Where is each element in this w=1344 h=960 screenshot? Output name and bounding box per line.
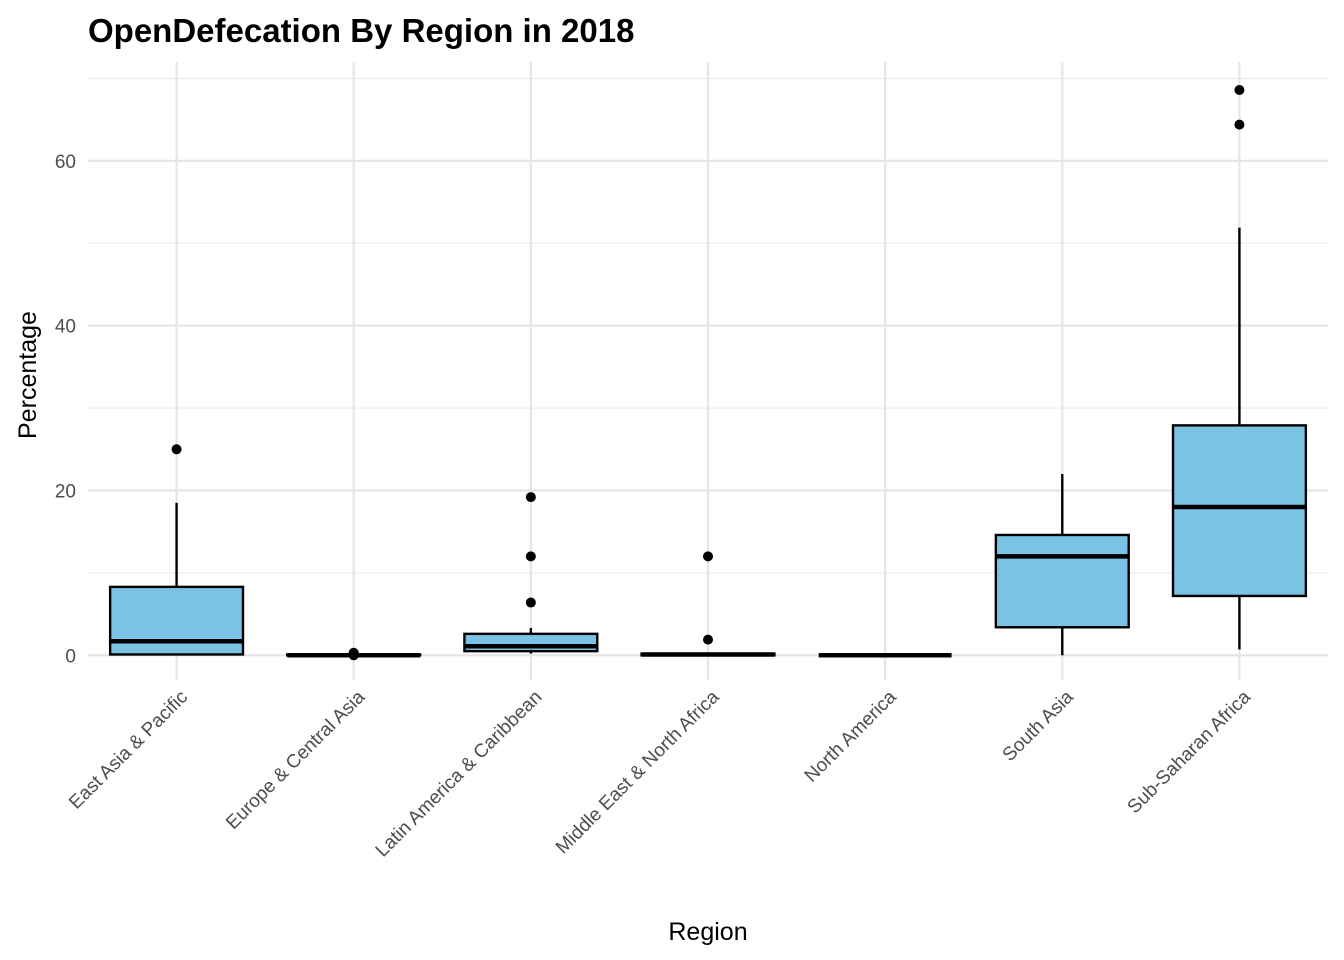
- x-tick-label: Sub-Saharan Africa: [1124, 686, 1256, 818]
- y-tick-label: 0: [65, 646, 76, 667]
- y-tick-labels: 0 20 40 60: [55, 152, 76, 667]
- x-tick-label: Latin America & Caribbean: [372, 687, 547, 862]
- y-axis-title: Percentage: [14, 311, 42, 439]
- box-iqr: [994, 533, 1130, 629]
- y-tick-label: 40: [55, 317, 76, 338]
- box-south-asia: [994, 474, 1130, 656]
- box-iqr: [463, 632, 599, 653]
- outlier-point: [525, 597, 536, 608]
- y-tick-label: 20: [55, 481, 76, 502]
- x-axis-title: Region: [668, 918, 747, 946]
- x-tick-label: South Asia: [999, 686, 1078, 765]
- x-tick-label: East Asia & Pacific: [65, 687, 192, 814]
- chart-title: OpenDefecation By Region in 2018: [88, 12, 634, 49]
- outlier-point: [1234, 85, 1245, 96]
- outlier-point: [525, 551, 536, 562]
- outlier-point: [348, 650, 359, 661]
- x-tick-label: Middle East & North Africa: [552, 686, 724, 858]
- box-europe-central-asia: [286, 647, 422, 661]
- x-tick-label: North America: [801, 686, 901, 786]
- outlier-point: [703, 551, 713, 562]
- box-iqr: [108, 585, 245, 656]
- boxes: [108, 85, 1308, 661]
- outlier-point: [703, 634, 713, 645]
- grid: [88, 62, 1328, 680]
- outlier-point: [171, 444, 182, 455]
- x-tick-labels: East Asia & Pacific Europe & Central Asia…: [65, 686, 1255, 861]
- box-middle-east-north-africa: [640, 551, 776, 657]
- y-tick-label: 60: [55, 152, 76, 173]
- outlier-point: [1234, 119, 1245, 130]
- box-east-asia-pacific: [108, 444, 245, 656]
- box-sub-saharan-africa: [1171, 85, 1308, 650]
- box-latin-america-caribbean: [463, 492, 599, 654]
- outlier-point: [525, 492, 536, 503]
- x-tick-label: Europe & Central Asia: [222, 686, 369, 833]
- box-iqr: [1171, 424, 1308, 598]
